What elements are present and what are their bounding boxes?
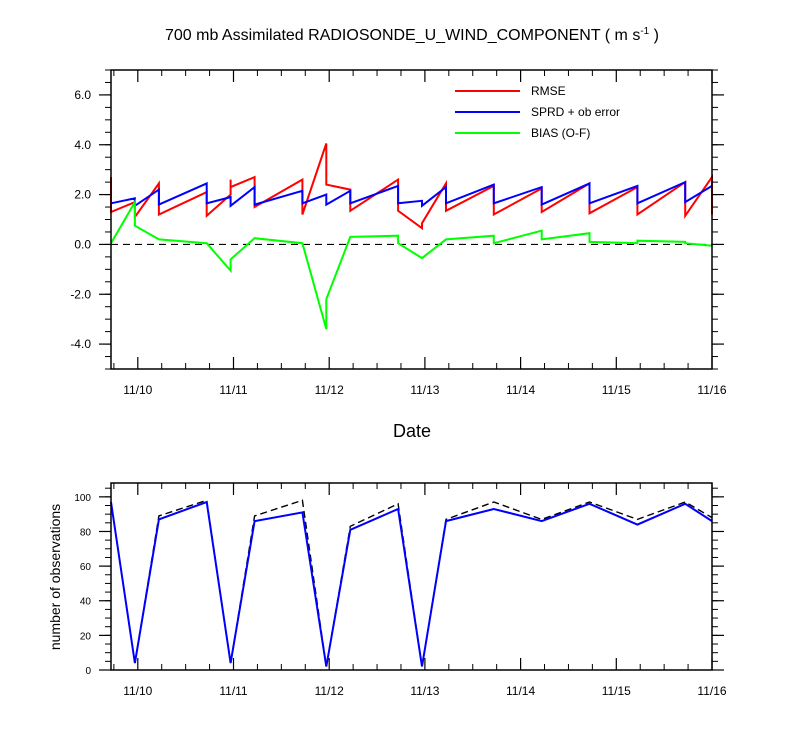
legend-entry-label: BIAS (O-F) (531, 126, 590, 140)
x-tick-label: 11/10 (123, 383, 152, 397)
legend-entry-label: SPRD + ob error (531, 105, 620, 119)
y-tick-label: 60 (80, 562, 92, 573)
x-tick-label: 11/11 (219, 684, 248, 698)
x-tick-label: 11/14 (506, 684, 535, 698)
y-tick-label: 2.0 (74, 188, 91, 202)
x-tick-label: 11/12 (315, 684, 344, 698)
series-line-bias-o-f (110, 198, 713, 330)
top-tick-labels: 11/10 11/11 11/12 11/13 11/14 11/15 11/16 -4.0 -… (70, 88, 727, 397)
chart-title-tail: ) (649, 27, 659, 44)
y-tick-label: 40 (80, 597, 92, 608)
y-tick-label: -2.0 (70, 287, 91, 301)
legend: RMSE SPRD + ob error BIAS (O-F) (455, 84, 620, 140)
bottom-tick-labels: 11/10 11/11 11/12 11/13 11/14 11/15 11/16 0 20 40… (74, 493, 727, 698)
top-axis-ticks (99, 69, 724, 370)
plot-frame (110, 482, 713, 671)
chart-title: 700 mb Assimilated RADIOSONDE_U_WIND_COM… (165, 26, 659, 44)
chart-title-main: 700 mb Assimilated RADIOSONDE_U_WIND_COM… (165, 27, 640, 44)
y-tick-label: -4.0 (70, 337, 91, 351)
observations-line-possible (110, 499, 713, 667)
y-tick-label: 100 (74, 493, 91, 504)
chart-title-unit-sup: -1 (640, 26, 649, 37)
y-tick-label: 80 (80, 527, 92, 538)
top-series-layer (110, 143, 713, 330)
x-tick-label: 11/13 (410, 684, 439, 698)
x-tick-label: 11/16 (697, 383, 726, 397)
x-tick-label: 11/10 (123, 684, 152, 698)
legend-entry-label: RMSE (531, 84, 566, 98)
bottom-axis-ticks (99, 483, 724, 671)
y-tick-label: 0.0 (74, 237, 91, 251)
observations-line-assimilated (110, 500, 713, 667)
bottom-series-layer (110, 499, 713, 667)
x-tick-label: 11/16 (697, 684, 726, 698)
x-tick-label: 11/14 (506, 383, 535, 397)
y-tick-label: 0 (85, 666, 91, 677)
y-tick-label: 6.0 (74, 88, 91, 102)
bottom-plot-frame (110, 482, 713, 671)
y-tick-label: 20 (80, 631, 92, 642)
y-tick-label: 4.0 (74, 138, 91, 152)
x-tick-label: 11/15 (602, 383, 631, 397)
x-tick-label: 11/11 (219, 383, 248, 397)
x-tick-label: 11/13 (410, 383, 439, 397)
y-axis-label-observations: number of observations (47, 504, 63, 650)
x-axis-label: Date (393, 421, 431, 441)
series-line-sprd-ob-error (110, 180, 713, 208)
x-tick-label: 11/12 (315, 383, 344, 397)
x-tick-label: 11/15 (602, 684, 631, 698)
